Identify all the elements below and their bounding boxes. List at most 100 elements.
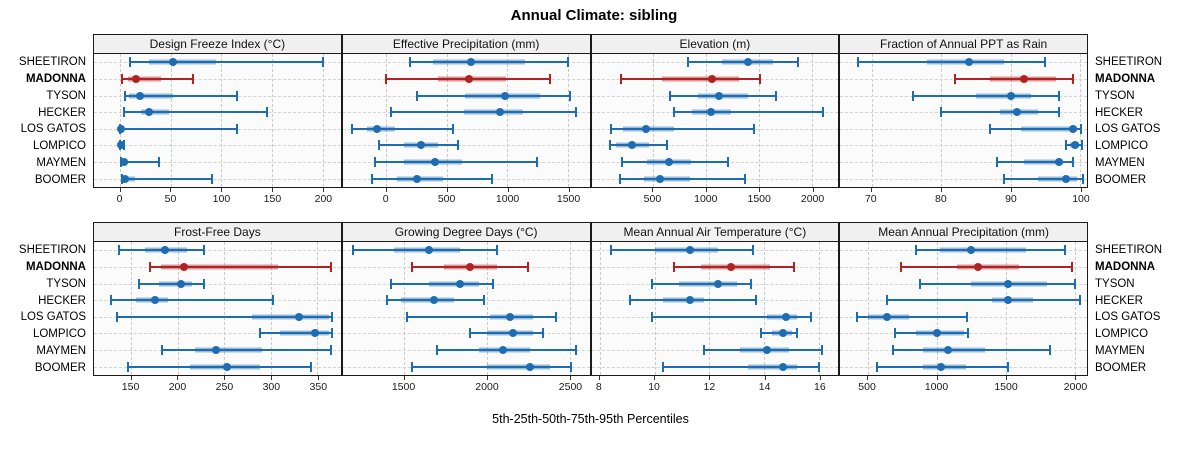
site-label-left-maymen: MAYMEN: [36, 344, 86, 357]
panel-fraction-of-annual-ppt-as-rain: Fraction of Annual PPT as Rain 70 80 90 100: [839, 34, 1090, 209]
row-gridline: [94, 333, 341, 335]
series-los-gatos-p5-p95-line: [407, 315, 557, 318]
series-sheetiron-median-dot: [744, 58, 753, 67]
series-los-gatos-p25-p75-band: [1020, 126, 1077, 132]
row-gridline: [94, 145, 341, 147]
series-sheetiron-p5-p95-line: [610, 249, 754, 252]
panel-plot-area: [341, 242, 591, 376]
series-boomer-p5-p95-line: [662, 365, 820, 368]
vertical-gridline: [446, 54, 448, 187]
series-lompico-p25-p75-band: [280, 330, 329, 336]
series-sheetiron-p5-cap: [409, 57, 412, 68]
series-sheetiron-median-dot: [964, 58, 973, 67]
series-hecker-p95-cap: [822, 107, 825, 118]
series-tyson-p5-p95-line: [390, 282, 494, 285]
site-label-right-los-gatos: LOS GATOS: [1095, 311, 1161, 324]
series-maymen-p95-cap: [727, 157, 730, 168]
series-boomer-p95-cap: [744, 173, 747, 184]
series-madonna-p5-cap: [148, 261, 151, 272]
series-los-gatos-p5-p95-line: [117, 315, 333, 318]
series-los-gatos-p5-p95-line: [352, 127, 453, 130]
series-maymen-median-dot: [120, 158, 129, 167]
series-sheetiron-p95-cap: [1063, 245, 1066, 256]
axis-tick-label: 1000: [924, 381, 949, 393]
axis-tick: [170, 188, 172, 192]
row-gridline: [342, 333, 590, 335]
row-gridline: [94, 162, 341, 164]
site-label-left-sheetiron: SHEETIRON: [18, 244, 86, 257]
series-hecker-median-dot: [1013, 108, 1022, 117]
site-label-right-boomer: BOOMER: [1095, 361, 1147, 374]
row-gridline: [591, 145, 839, 147]
axis-tick-label: 12: [703, 381, 716, 393]
series-maymen-p5-p95-line: [622, 161, 729, 164]
series-hecker-p95-cap: [265, 107, 268, 118]
panel-strip-fraction-of-annual-ppt-as-rain: Fraction of Annual PPT as Rain: [839, 34, 1088, 54]
series-lompico-p5-cap: [1065, 140, 1068, 151]
series-boomer-p95-cap: [309, 361, 312, 372]
series-madonna-p5-cap: [620, 73, 623, 84]
series-sheetiron-p5-p95-line: [130, 61, 323, 64]
series-tyson-p95-cap: [1073, 278, 1076, 289]
axis-tick-label: 200: [168, 381, 187, 393]
series-madonna-p95-cap: [527, 261, 530, 272]
series-sheetiron-median-dot: [160, 246, 169, 255]
panel-grid: SHEETIRON MADONNA TYSON HECKER LOS GATOS LOMP…: [0, 34, 1200, 410]
series-tyson-p5-p95-line: [138, 282, 204, 285]
series-hecker-p5-p95-line: [674, 111, 824, 114]
series-madonna-p95-cap: [758, 73, 761, 84]
series-madonna-p5-cap: [672, 261, 675, 272]
series-tyson-p95-cap: [492, 278, 495, 289]
series-maymen-p95-cap: [157, 157, 160, 168]
site-label-right-sheetiron: SHEETIRON: [1095, 56, 1163, 69]
series-maymen-p5-p95-line: [375, 161, 538, 164]
vertical-gridline: [170, 54, 172, 187]
series-hecker-p25-p75-band: [463, 109, 523, 115]
axis-tick: [709, 376, 711, 380]
series-hecker-p25-p75-band: [991, 297, 1034, 303]
series-madonna-p95-cap: [548, 73, 551, 84]
series-sheetiron-p5-p95-line: [352, 249, 497, 252]
series-hecker-p95-cap: [575, 107, 578, 118]
series-madonna-p5-p95-line: [621, 77, 760, 80]
axis-tick: [1080, 188, 1082, 192]
series-tyson-p25-p75-band: [975, 93, 1032, 99]
axis-tick-label: 100: [212, 193, 231, 205]
axis-tick: [403, 376, 405, 380]
series-los-gatos-p95-cap: [966, 311, 969, 322]
series-maymen-p95-cap: [330, 345, 333, 356]
x-axis-design-freeze-index-c: 0 50 100 150 200: [93, 188, 342, 209]
series-maymen-p5-p95-line: [892, 349, 1050, 352]
series-boomer-p5-p95-line: [620, 177, 746, 180]
site-label-left-hecker: HECKER: [38, 294, 86, 307]
series-maymen-p95-cap: [1072, 157, 1075, 168]
axis-tick-label: 2000: [800, 193, 825, 205]
panel-plot-area: [93, 54, 342, 188]
axis-tick: [1010, 188, 1012, 192]
series-tyson-p25-p75-band: [129, 93, 173, 99]
series-tyson-p5-p95-line: [416, 94, 571, 97]
series-boomer-median-dot: [936, 362, 945, 371]
series-boomer-p25-p75-band: [123, 176, 136, 182]
x-axis-elevation-m: 500 1000 1500 2000: [591, 188, 840, 209]
series-tyson-p25-p75-band: [428, 281, 479, 287]
axis-tick: [507, 188, 509, 192]
series-los-gatos-p95-cap: [809, 311, 812, 322]
panel-mean-annual-air-temperature-c: Mean Annual Air Temperature (°C) 8 10 12 14 1…: [590, 222, 840, 397]
series-madonna-p5-cap: [121, 73, 124, 84]
series-sheetiron-p5-p95-line: [687, 61, 798, 64]
vertical-gridline: [1005, 242, 1007, 375]
series-los-gatos-median-dot: [641, 124, 650, 133]
x-axis-frost-free-days: 150 200 250 300 350: [93, 376, 342, 397]
vertical-gridline: [131, 242, 133, 375]
series-tyson-median-dot: [456, 279, 465, 288]
series-sheetiron-p5-p95-line: [857, 61, 1046, 64]
axis-tick-label: 500: [437, 193, 456, 205]
site-label-right-maymen: MAYMEN: [1095, 156, 1145, 169]
series-tyson-p5-cap: [668, 90, 671, 101]
panel-row-top: SHEETIRON MADONNA TYSON HECKER LOS GATOS LOMP…: [0, 34, 1200, 209]
series-lompico-median-dot: [627, 141, 636, 150]
series-sheetiron-p95-cap: [797, 57, 799, 68]
site-label-left-hecker: HECKER: [38, 106, 86, 119]
series-boomer-median-dot: [413, 174, 422, 183]
